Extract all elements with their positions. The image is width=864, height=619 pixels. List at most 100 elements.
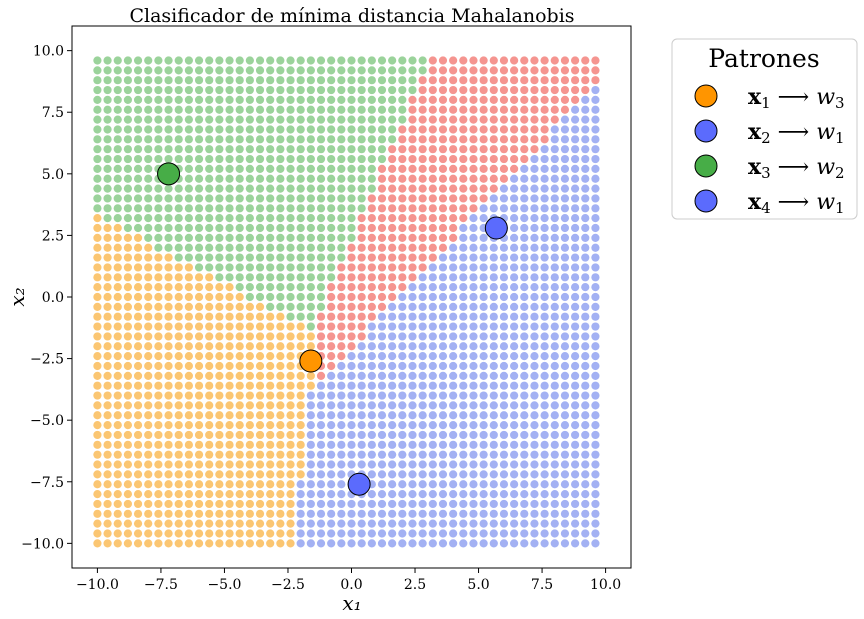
grid-point-w1 <box>499 440 509 449</box>
grid-point-w3 <box>255 470 265 479</box>
grid-point-w2 <box>245 66 254 75</box>
grid-point-w3 <box>144 352 153 361</box>
grid-point-w2 <box>377 154 387 164</box>
grid-point-w1 <box>560 283 570 292</box>
grid-point-w2 <box>296 302 305 311</box>
grid-point-w2 <box>194 164 204 173</box>
grid-point-red <box>347 253 356 262</box>
grid-point-w3 <box>123 460 132 469</box>
grid-point-w2 <box>337 164 346 173</box>
grid-point-w1 <box>499 273 509 282</box>
grid-point-w1 <box>510 430 519 440</box>
grid-point-w2 <box>266 105 275 114</box>
grid-point-w2 <box>174 95 183 105</box>
grid-point-w2 <box>93 115 102 124</box>
grid-point-w3 <box>215 391 224 400</box>
grid-point-w2 <box>296 174 305 183</box>
grid-point-w2 <box>205 204 214 213</box>
grid-point-w1 <box>337 381 346 390</box>
grid-point-w1 <box>571 332 580 341</box>
grid-point-w1 <box>408 421 417 430</box>
grid-point-w3 <box>113 312 122 321</box>
grid-point-w2 <box>123 223 132 233</box>
grid-point-w2 <box>184 204 193 213</box>
grid-point-w1 <box>438 401 448 410</box>
grid-point-w3 <box>225 489 234 499</box>
grid-point-w2 <box>164 154 173 164</box>
grid-point-w2 <box>184 214 193 223</box>
grid-point-w3 <box>205 499 214 509</box>
grid-point-w2 <box>144 66 153 75</box>
grid-point-w3 <box>113 450 122 459</box>
grid-point-w3 <box>103 529 112 538</box>
grid-point-w2 <box>276 184 285 193</box>
grid-point-w3 <box>245 539 254 548</box>
grid-point-w1 <box>306 489 315 499</box>
grid-point-w3 <box>93 371 102 380</box>
grid-point-red <box>540 135 549 144</box>
grid-point-w3 <box>276 450 285 459</box>
grid-point-w3 <box>93 391 102 400</box>
grid-point-w2 <box>184 76 193 85</box>
grid-point-red <box>530 135 539 144</box>
grid-point-red <box>459 204 468 213</box>
grid-point-w1 <box>571 371 580 380</box>
grid-point-red <box>438 204 448 213</box>
grid-point-w2 <box>296 145 305 154</box>
grid-point-w3 <box>245 519 254 528</box>
grid-point-w3 <box>286 499 295 509</box>
grid-point-w2 <box>245 115 254 124</box>
grid-point-w1 <box>408 332 417 341</box>
grid-point-w3 <box>276 381 285 390</box>
grid-point-w2 <box>306 164 315 173</box>
grid-point-w3 <box>154 480 163 489</box>
grid-point-w3 <box>276 509 285 518</box>
grid-point-w2 <box>235 214 244 223</box>
grid-point-w1 <box>510 263 519 272</box>
grid-point-w3 <box>255 352 265 361</box>
grid-point-red <box>367 233 376 242</box>
grid-point-w3 <box>215 509 224 518</box>
grid-point-w1 <box>438 529 448 538</box>
grid-point-red <box>560 85 570 95</box>
grid-point-w2 <box>418 56 427 65</box>
grid-point-w1 <box>591 312 600 321</box>
grid-point-w3 <box>123 519 132 528</box>
grid-point-w2 <box>367 184 376 193</box>
grid-point-w3 <box>245 499 254 509</box>
grid-point-w3 <box>235 332 244 341</box>
grid-point-w1 <box>520 440 529 449</box>
grid-point-w1 <box>489 470 498 479</box>
grid-point-w1 <box>560 194 570 203</box>
grid-point-red <box>408 273 417 282</box>
grid-point-w2 <box>194 135 204 144</box>
grid-point-w3 <box>184 401 193 410</box>
grid-point-w1 <box>327 381 336 390</box>
grid-point-w3 <box>286 371 295 380</box>
grid-point-w1 <box>581 519 590 528</box>
grid-point-w2 <box>296 76 305 85</box>
grid-point-w3 <box>245 470 254 479</box>
grid-point-w3 <box>164 480 173 489</box>
grid-point-red <box>449 154 458 164</box>
grid-point-red <box>347 292 356 302</box>
grid-point-w2 <box>144 125 153 134</box>
grid-point-w3 <box>266 470 275 479</box>
pattern-markers <box>157 162 508 496</box>
grid-point-w2 <box>245 154 254 164</box>
grid-point-w2 <box>347 145 356 154</box>
grid-point-w1 <box>306 509 315 518</box>
grid-point-w2 <box>235 85 244 95</box>
grid-point-w1 <box>560 243 570 252</box>
grid-point-w1 <box>510 302 519 311</box>
grid-point-w2 <box>316 292 326 302</box>
grid-point-w3 <box>225 430 234 440</box>
grid-point-w3 <box>113 519 122 528</box>
grid-point-w3 <box>286 411 295 420</box>
grid-point-w1 <box>479 539 488 548</box>
grid-point-w3 <box>103 519 112 528</box>
grid-point-w2 <box>164 76 173 85</box>
grid-point-w2 <box>316 154 326 164</box>
grid-point-w1 <box>520 430 529 440</box>
grid-point-w2 <box>337 184 346 193</box>
